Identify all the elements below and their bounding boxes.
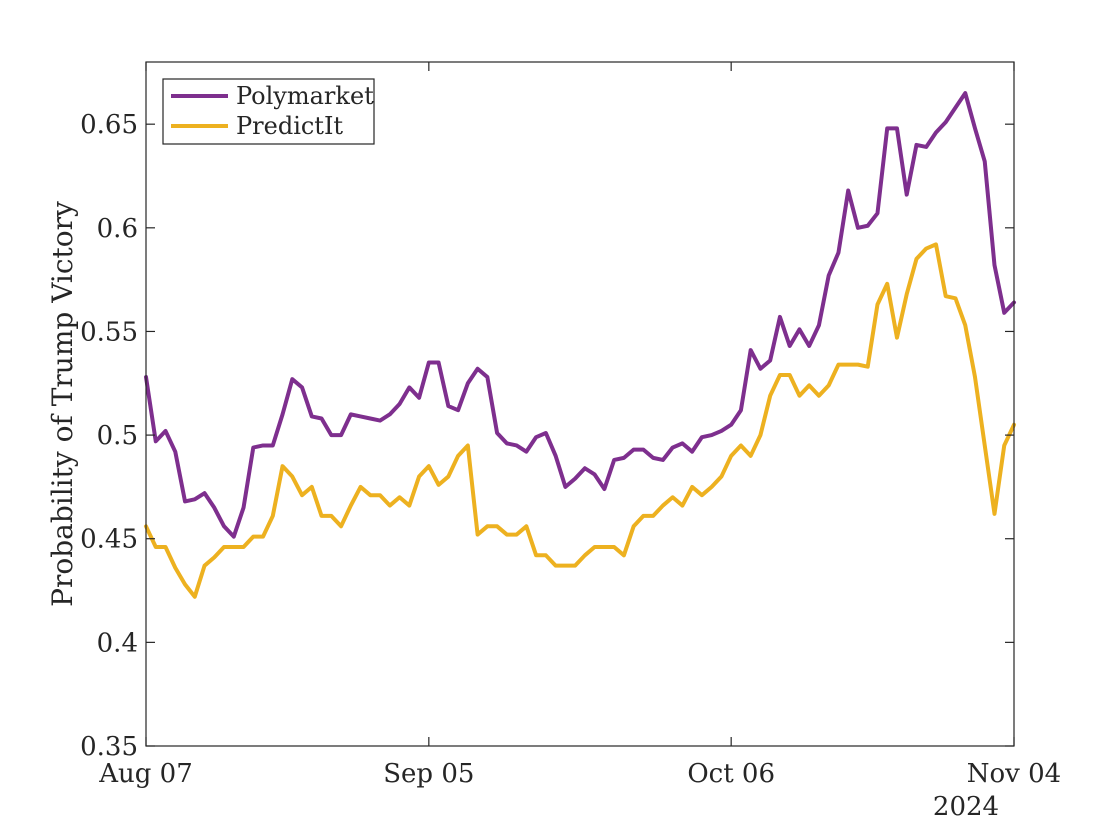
- x-axis-year-label: 2024: [933, 792, 999, 822]
- legend-label-polymarket: Polymarket: [236, 82, 374, 110]
- series-layer: [144, 91, 1016, 599]
- y-tick-label: 0.6: [97, 214, 138, 244]
- legend-label-predictit: PredictIt: [236, 112, 343, 140]
- legend: Polymarket PredictIt: [162, 78, 375, 145]
- y-tick-label: 0.35: [80, 732, 138, 762]
- x-tick-label: Sep 05: [383, 759, 474, 789]
- x-tick-label: Nov 04: [967, 759, 1061, 789]
- axes-box: [145, 61, 1015, 747]
- y-axis-label: Probability of Trump Victory: [46, 201, 79, 607]
- y-tick-label: 0.5: [97, 421, 138, 451]
- x-tick-label: Oct 06: [687, 759, 775, 789]
- y-tick-label: 0.55: [80, 317, 138, 347]
- x-tick-label: Aug 07: [98, 759, 193, 789]
- series-line-predictit: [144, 242, 1016, 599]
- ticks-layer: 0.35 0.4 0.45 0.5 0.55 0.6 0.65 Aug 07 Sep 05 Oct…: [80, 62, 1061, 789]
- series-line-polymarket: [144, 91, 1016, 539]
- y-tick-label: 0.45: [80, 525, 138, 555]
- y-tick-label: 0.65: [80, 110, 138, 140]
- legend-box: [162, 78, 375, 145]
- y-tick-label: 0.4: [97, 628, 138, 658]
- plot-area: [146, 62, 1014, 746]
